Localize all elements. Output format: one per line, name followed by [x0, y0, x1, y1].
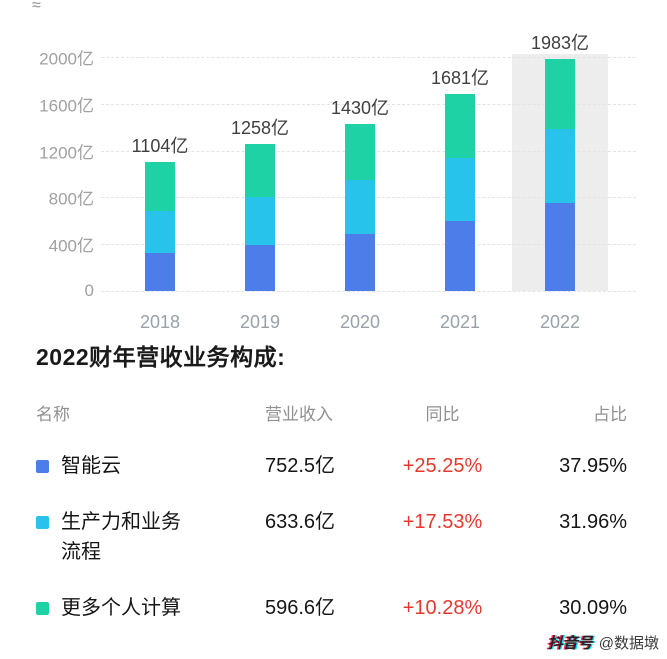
- column-header: 名称: [36, 405, 70, 424]
- table-body: 智能云 752.5亿 +25.25% 37.95% 生产力和业务流程 633.6亿 +17.…: [36, 451, 627, 623]
- bar-total-label: 1430亿: [330, 97, 390, 118]
- bar-segment: [245, 245, 275, 291]
- bar-segment: [145, 253, 175, 291]
- x-axis-label: 2022: [539, 312, 581, 332]
- bar-segment: [345, 180, 375, 235]
- column-header: 营业收入: [265, 405, 333, 424]
- bar-total-label: 1983亿: [530, 33, 590, 54]
- table-title: 2022财年营收业务构成:: [36, 344, 286, 370]
- row-share: 31.96%: [559, 511, 627, 533]
- row-name-cell: 智能云: [36, 451, 265, 481]
- row-share: 30.09%: [559, 597, 627, 619]
- plot-area: [101, 54, 640, 292]
- y-axis-label: 1200亿: [39, 143, 94, 163]
- y-axis-label: 800亿: [48, 189, 94, 209]
- bar-segment: [345, 234, 375, 291]
- bar-segment: [445, 157, 475, 221]
- bar-total-label: 1681亿: [430, 68, 490, 89]
- legend-swatch: [36, 460, 49, 473]
- legend-swatch: [36, 602, 49, 615]
- watermark-logo-text: 抖音号: [547, 635, 593, 652]
- bar-segment: [445, 94, 475, 158]
- watermark-handle: @数据墩: [598, 635, 659, 652]
- bar-total-label: 1258亿: [230, 117, 290, 138]
- bar-segment: [145, 161, 175, 212]
- legend-swatch: [36, 516, 49, 529]
- row-share: 37.95%: [559, 455, 627, 477]
- bar-segment: [245, 197, 275, 246]
- gridline: [101, 57, 636, 58]
- gridline: [101, 291, 636, 292]
- row-yoy: +10.28%: [402, 597, 483, 619]
- y-axis-label: 0: [84, 281, 94, 300]
- bar-segment: [545, 202, 575, 291]
- bar-total-label: 1104亿: [131, 135, 189, 156]
- bar-segment: [545, 128, 575, 203]
- bar-segment: [545, 59, 575, 129]
- row-revenue: 633.6亿: [265, 511, 336, 533]
- row-yoy: +25.25%: [402, 455, 483, 477]
- bar-segment: [345, 123, 375, 181]
- row-revenue: 752.5亿: [265, 455, 336, 477]
- top-left-decoration: ≈: [32, 0, 41, 14]
- x-axis-label: 2019: [239, 312, 281, 332]
- x-axis-label: 2021: [439, 312, 481, 332]
- y-axis-label: 1600亿: [39, 96, 94, 116]
- table-row: 生产力和业务流程 633.6亿 +17.53% 31.96%: [36, 507, 627, 567]
- table-row: 智能云 752.5亿 +25.25% 37.95%: [36, 451, 627, 481]
- row-name: 生产力和业务流程: [61, 511, 181, 563]
- bar-segment: [445, 220, 475, 291]
- table-header-row: 名称 营业收入 同比 占比: [36, 400, 627, 425]
- gridline: [101, 103, 636, 105]
- row-name-cell: 更多个人计算: [36, 593, 265, 623]
- column-header: 占比: [593, 405, 627, 424]
- x-axis-label: 2020: [339, 312, 381, 332]
- y-axis-label: 2000亿: [39, 49, 94, 69]
- table-row: 更多个人计算 596.6亿 +10.28% 30.09%: [36, 593, 627, 623]
- row-revenue: 596.6亿: [265, 597, 336, 619]
- row-name-cell: 生产力和业务流程: [36, 507, 265, 567]
- revenue-stacked-bar-chart: 0 400亿 800亿 1200亿 1600亿 2000亿 1104亿 2018 1258亿 20…: [39, 33, 640, 332]
- row-yoy: +17.53%: [402, 511, 483, 533]
- x-axis-label: 2018: [139, 312, 181, 332]
- row-name: 更多个人计算: [61, 597, 181, 619]
- composition-table-section: 2022财年营收业务构成: 名称 营业收入 同比 占比 智能云 752.5亿 +25.25…: [0, 338, 667, 623]
- y-axis-label: 400亿: [48, 236, 94, 256]
- column-header: 同比: [425, 405, 460, 424]
- watermark: 抖音号 @数据墩: [548, 632, 659, 653]
- row-name: 智能云: [61, 455, 121, 477]
- bar-segment: [145, 211, 175, 254]
- bar-segment: [245, 143, 275, 198]
